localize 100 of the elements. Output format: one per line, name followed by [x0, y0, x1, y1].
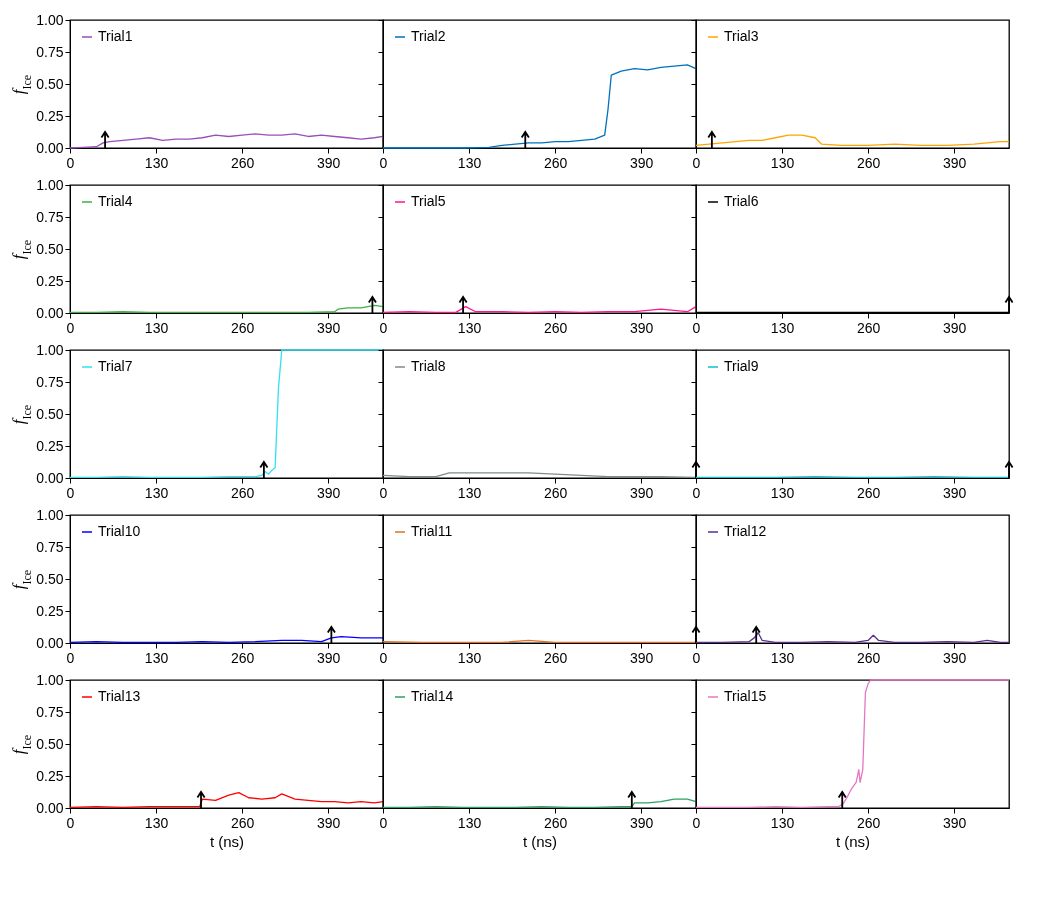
x-tick-label: 0 [379, 484, 388, 501]
x-tick-label: 130 [457, 154, 482, 171]
x-tick-label: 260 [856, 814, 881, 831]
x-tick-label: 260 [230, 649, 255, 666]
y-tick-label: 0.75 [36, 538, 64, 555]
x-tick-label: 0 [66, 154, 75, 171]
legend-label: Trial4 [98, 193, 133, 209]
x-tick-label: 390 [316, 154, 341, 171]
x-tick-label: 130 [457, 319, 482, 336]
x-tick-label: 390 [316, 319, 341, 336]
x-tick-label: 260 [230, 814, 255, 831]
y-tick-label: 1.00 [36, 341, 64, 358]
x-tick-label: 390 [942, 484, 967, 501]
x-axis-title: t (ns) [522, 832, 558, 850]
y-tick-label: 0.75 [36, 373, 64, 390]
x-tick-label: 130 [144, 649, 169, 666]
x-tick-label: 0 [692, 319, 701, 336]
x-tick-label: 130 [457, 814, 482, 831]
y-tick-label: 0.25 [36, 437, 64, 454]
x-tick-label: 0 [692, 154, 701, 171]
x-tick-label: 390 [629, 649, 654, 666]
x-tick-label: 390 [316, 484, 341, 501]
x-tick-label: 390 [316, 649, 341, 666]
x-tick-label: 130 [770, 814, 795, 831]
legend-label: Trial6 [724, 193, 759, 209]
y-tick-label: 0.00 [36, 799, 64, 816]
legend-label: Trial15 [724, 688, 767, 704]
x-tick-label: 390 [629, 814, 654, 831]
x-tick-label: 390 [942, 319, 967, 336]
legend-label: Trial1 [98, 28, 133, 44]
legend-label: Trial8 [411, 358, 446, 374]
x-tick-label: 0 [379, 649, 388, 666]
x-tick-label: 130 [770, 154, 795, 171]
x-tick-label: 390 [316, 814, 341, 831]
x-tick-label: 130 [770, 319, 795, 336]
x-tick-label: 0 [66, 484, 75, 501]
x-axis-title: t (ns) [835, 832, 871, 850]
x-tick-label: 260 [856, 319, 881, 336]
y-tick-label: 0.00 [36, 634, 64, 651]
legend-label: Trial11 [411, 523, 453, 539]
legend-label: Trial10 [98, 523, 141, 539]
x-tick-label: 130 [770, 649, 795, 666]
x-tick-label: 0 [379, 154, 388, 171]
x-tick-label: 260 [543, 154, 568, 171]
x-tick-label: 260 [543, 484, 568, 501]
y-tick-label: 0.50 [36, 75, 64, 92]
y-tick-label: 0.25 [36, 767, 64, 784]
y-tick-label: 0.00 [36, 139, 64, 156]
legend-label: Trial3 [724, 28, 759, 44]
y-tick-label: 0.50 [36, 735, 64, 752]
y-tick-label: 1.00 [36, 176, 64, 193]
y-tick-label: 0.00 [36, 469, 64, 486]
x-tick-label: 260 [856, 484, 881, 501]
legend-label: Trial7 [98, 358, 133, 374]
x-tick-label: 0 [692, 484, 701, 501]
x-tick-label: 390 [629, 319, 654, 336]
legend-label: Trial13 [98, 688, 141, 704]
x-tick-label: 130 [144, 484, 169, 501]
x-tick-label: 260 [543, 649, 568, 666]
x-tick-label: 130 [770, 484, 795, 501]
x-tick-label: 0 [66, 649, 75, 666]
y-tick-label: 0.75 [36, 208, 64, 225]
x-tick-label: 260 [230, 154, 255, 171]
x-tick-label: 260 [856, 649, 881, 666]
y-tick-label: 0.50 [36, 240, 64, 257]
y-tick-label: 1.00 [36, 506, 64, 523]
y-tick-label: 0.00 [36, 304, 64, 321]
x-tick-label: 260 [230, 484, 255, 501]
y-tick-label: 0.75 [36, 43, 64, 60]
x-tick-label: 0 [379, 319, 388, 336]
x-tick-label: 390 [942, 814, 967, 831]
legend-label: Trial5 [411, 193, 446, 209]
x-tick-label: 0 [692, 814, 701, 831]
y-tick-label: 0.50 [36, 405, 64, 422]
y-tick-label: 0.25 [36, 602, 64, 619]
legend-label: Trial9 [724, 358, 759, 374]
legend-label: Trial2 [411, 28, 446, 44]
legend-label: Trial12 [724, 523, 767, 539]
x-tick-label: 130 [457, 649, 482, 666]
y-tick-label: 0.50 [36, 570, 64, 587]
x-tick-label: 390 [942, 649, 967, 666]
y-tick-label: 0.75 [36, 703, 64, 720]
x-tick-label: 130 [144, 814, 169, 831]
y-tick-label: 1.00 [36, 671, 64, 688]
x-tick-label: 0 [66, 814, 75, 831]
legend-label: Trial14 [411, 688, 454, 704]
x-tick-label: 0 [379, 814, 388, 831]
x-tick-label: 130 [144, 319, 169, 336]
y-tick-label: 0.25 [36, 272, 64, 289]
x-tick-label: 0 [692, 649, 701, 666]
x-tick-label: 130 [144, 154, 169, 171]
x-axis-title: t (ns) [209, 832, 245, 850]
x-tick-label: 390 [629, 154, 654, 171]
x-tick-label: 260 [543, 814, 568, 831]
x-tick-label: 130 [457, 484, 482, 501]
x-tick-label: 260 [543, 319, 568, 336]
x-tick-label: 0 [66, 319, 75, 336]
y-tick-label: 0.25 [36, 107, 64, 124]
x-tick-label: 390 [629, 484, 654, 501]
x-tick-label: 260 [230, 319, 255, 336]
